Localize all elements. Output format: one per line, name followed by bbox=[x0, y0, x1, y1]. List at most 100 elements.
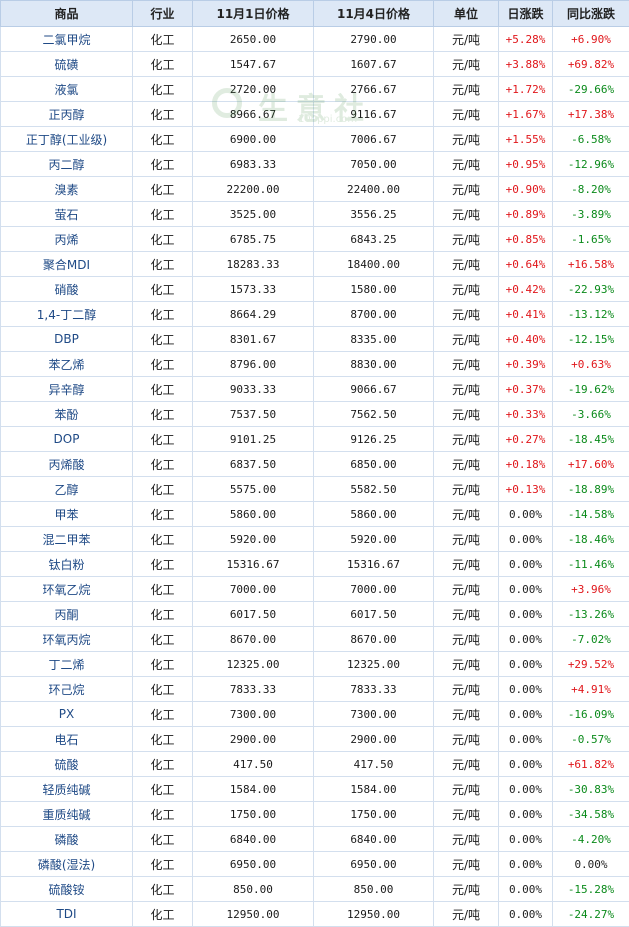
daily-change-cell: 0.00% bbox=[498, 776, 553, 802]
table-row: 苯酚 化工 7537.50 7562.50 元/吨 +0.33% -3.66% bbox=[0, 401, 629, 427]
unit-cell: 元/吨 bbox=[433, 451, 499, 477]
unit-cell: 元/吨 bbox=[433, 701, 499, 727]
industry-cell: 化工 bbox=[132, 876, 193, 902]
industry-cell: 化工 bbox=[132, 51, 193, 77]
price-nov4-cell: 9126.25 bbox=[313, 426, 434, 452]
table-row: 液氯 化工 2720.00 2766.67 元/吨 +1.72% -29.66% bbox=[0, 76, 629, 102]
industry-cell: 化工 bbox=[132, 376, 193, 402]
price-nov1-cell: 3525.00 bbox=[192, 201, 314, 227]
daily-change-cell: +0.85% bbox=[498, 226, 553, 252]
table-row: 丙烯 化工 6785.75 6843.25 元/吨 +0.85% -1.65% bbox=[0, 226, 629, 252]
industry-cell: 化工 bbox=[132, 151, 193, 177]
commodity-cell: 萤石 bbox=[0, 201, 133, 227]
yoy-change-cell: +4.91% bbox=[552, 676, 629, 702]
yoy-change-cell: -6.58% bbox=[552, 126, 629, 152]
price-nov4-cell: 7050.00 bbox=[313, 151, 434, 177]
commodity-cell: 硫酸铵 bbox=[0, 876, 133, 902]
yoy-change-cell: -11.46% bbox=[552, 551, 629, 577]
commodity-cell: 硫酸 bbox=[0, 751, 133, 777]
daily-change-cell: 0.00% bbox=[498, 751, 553, 777]
table-row: 二氯甲烷 化工 2650.00 2790.00 元/吨 +5.28% +6.90% bbox=[0, 26, 629, 52]
unit-cell: 元/吨 bbox=[433, 576, 499, 602]
industry-cell: 化工 bbox=[132, 801, 193, 827]
unit-cell: 元/吨 bbox=[433, 301, 499, 327]
daily-change-cell: 0.00% bbox=[498, 726, 553, 752]
unit-cell: 元/吨 bbox=[433, 826, 499, 852]
unit-cell: 元/吨 bbox=[433, 401, 499, 427]
unit-cell: 元/吨 bbox=[433, 76, 499, 102]
industry-cell: 化工 bbox=[132, 651, 193, 677]
daily-change-cell: +5.28% bbox=[498, 26, 553, 52]
price-nov1-cell: 6837.50 bbox=[192, 451, 314, 477]
commodity-cell: TDI bbox=[0, 901, 133, 927]
industry-cell: 化工 bbox=[132, 251, 193, 277]
unit-cell: 元/吨 bbox=[433, 526, 499, 552]
table-row: 钛白粉 化工 15316.67 15316.67 元/吨 0.00% -11.46% bbox=[0, 551, 629, 577]
daily-change-cell: 0.00% bbox=[498, 626, 553, 652]
price-nov1-cell: 7300.00 bbox=[192, 701, 314, 727]
price-nov1-cell: 6017.50 bbox=[192, 601, 314, 627]
price-nov1-cell: 2900.00 bbox=[192, 726, 314, 752]
unit-cell: 元/吨 bbox=[433, 501, 499, 527]
price-nov4-cell: 7833.33 bbox=[313, 676, 434, 702]
commodity-cell: 1,4-丁二醇 bbox=[0, 301, 133, 327]
price-nov4-cell: 8830.00 bbox=[313, 351, 434, 377]
price-nov1-cell: 6950.00 bbox=[192, 851, 314, 877]
table-row: 轻质纯碱 化工 1584.00 1584.00 元/吨 0.00% -30.83% bbox=[0, 776, 629, 802]
table-row: 环己烷 化工 7833.33 7833.33 元/吨 0.00% +4.91% bbox=[0, 676, 629, 702]
price-nov1-cell: 7537.50 bbox=[192, 401, 314, 427]
industry-cell: 化工 bbox=[132, 676, 193, 702]
unit-cell: 元/吨 bbox=[433, 651, 499, 677]
daily-change-cell: 0.00% bbox=[498, 576, 553, 602]
yoy-change-cell: +69.82% bbox=[552, 51, 629, 77]
unit-cell: 元/吨 bbox=[433, 376, 499, 402]
daily-change-cell: 0.00% bbox=[498, 601, 553, 627]
industry-cell: 化工 bbox=[132, 351, 193, 377]
daily-change-cell: +1.55% bbox=[498, 126, 553, 152]
price-nov4-cell: 3556.25 bbox=[313, 201, 434, 227]
price-nov1-cell: 7000.00 bbox=[192, 576, 314, 602]
price-nov1-cell: 2720.00 bbox=[192, 76, 314, 102]
price-nov1-cell: 6785.75 bbox=[192, 226, 314, 252]
table-row: 重质纯碱 化工 1750.00 1750.00 元/吨 0.00% -34.58% bbox=[0, 801, 629, 827]
price-nov4-cell: 12325.00 bbox=[313, 651, 434, 677]
commodity-cell: 电石 bbox=[0, 726, 133, 752]
commodity-cell: 乙醇 bbox=[0, 476, 133, 502]
table-row: 环氧丙烷 化工 8670.00 8670.00 元/吨 0.00% -7.02% bbox=[0, 626, 629, 652]
yoy-change-cell: -13.12% bbox=[552, 301, 629, 327]
industry-cell: 化工 bbox=[132, 526, 193, 552]
price-nov1-cell: 2650.00 bbox=[192, 26, 314, 52]
yoy-change-cell: -3.66% bbox=[552, 401, 629, 427]
commodity-cell: 混二甲苯 bbox=[0, 526, 133, 552]
industry-cell: 化工 bbox=[132, 851, 193, 877]
price-nov1-cell: 8664.29 bbox=[192, 301, 314, 327]
table-row: 硫酸 化工 417.50 417.50 元/吨 0.00% +61.82% bbox=[0, 751, 629, 777]
yoy-change-cell: -16.09% bbox=[552, 701, 629, 727]
table-row: PX 化工 7300.00 7300.00 元/吨 0.00% -16.09% bbox=[0, 701, 629, 727]
industry-cell: 化工 bbox=[132, 176, 193, 202]
price-nov1-cell: 850.00 bbox=[192, 876, 314, 902]
yoy-change-cell: -34.58% bbox=[552, 801, 629, 827]
industry-cell: 化工 bbox=[132, 301, 193, 327]
price-nov4-cell: 1607.67 bbox=[313, 51, 434, 77]
price-nov1-cell: 6983.33 bbox=[192, 151, 314, 177]
price-nov4-cell: 18400.00 bbox=[313, 251, 434, 277]
table-row: 硫酸铵 化工 850.00 850.00 元/吨 0.00% -15.28% bbox=[0, 876, 629, 902]
price-nov4-cell: 22400.00 bbox=[313, 176, 434, 202]
table-row: 丙酮 化工 6017.50 6017.50 元/吨 0.00% -13.26% bbox=[0, 601, 629, 627]
yoy-change-cell: -8.20% bbox=[552, 176, 629, 202]
daily-change-cell: +0.90% bbox=[498, 176, 553, 202]
header-daily-change: 日涨跌 bbox=[498, 0, 553, 27]
industry-cell: 化工 bbox=[132, 76, 193, 102]
industry-cell: 化工 bbox=[132, 426, 193, 452]
table-row: DBP 化工 8301.67 8335.00 元/吨 +0.40% -12.15% bbox=[0, 326, 629, 352]
daily-change-cell: +0.13% bbox=[498, 476, 553, 502]
yoy-change-cell: -1.65% bbox=[552, 226, 629, 252]
commodity-cell: 正丙醇 bbox=[0, 101, 133, 127]
unit-cell: 元/吨 bbox=[433, 226, 499, 252]
header-yoy-change: 同比涨跌 bbox=[552, 0, 629, 27]
industry-cell: 化工 bbox=[132, 751, 193, 777]
header-price-nov4: 11月4日价格 bbox=[313, 0, 434, 27]
daily-change-cell: +0.27% bbox=[498, 426, 553, 452]
